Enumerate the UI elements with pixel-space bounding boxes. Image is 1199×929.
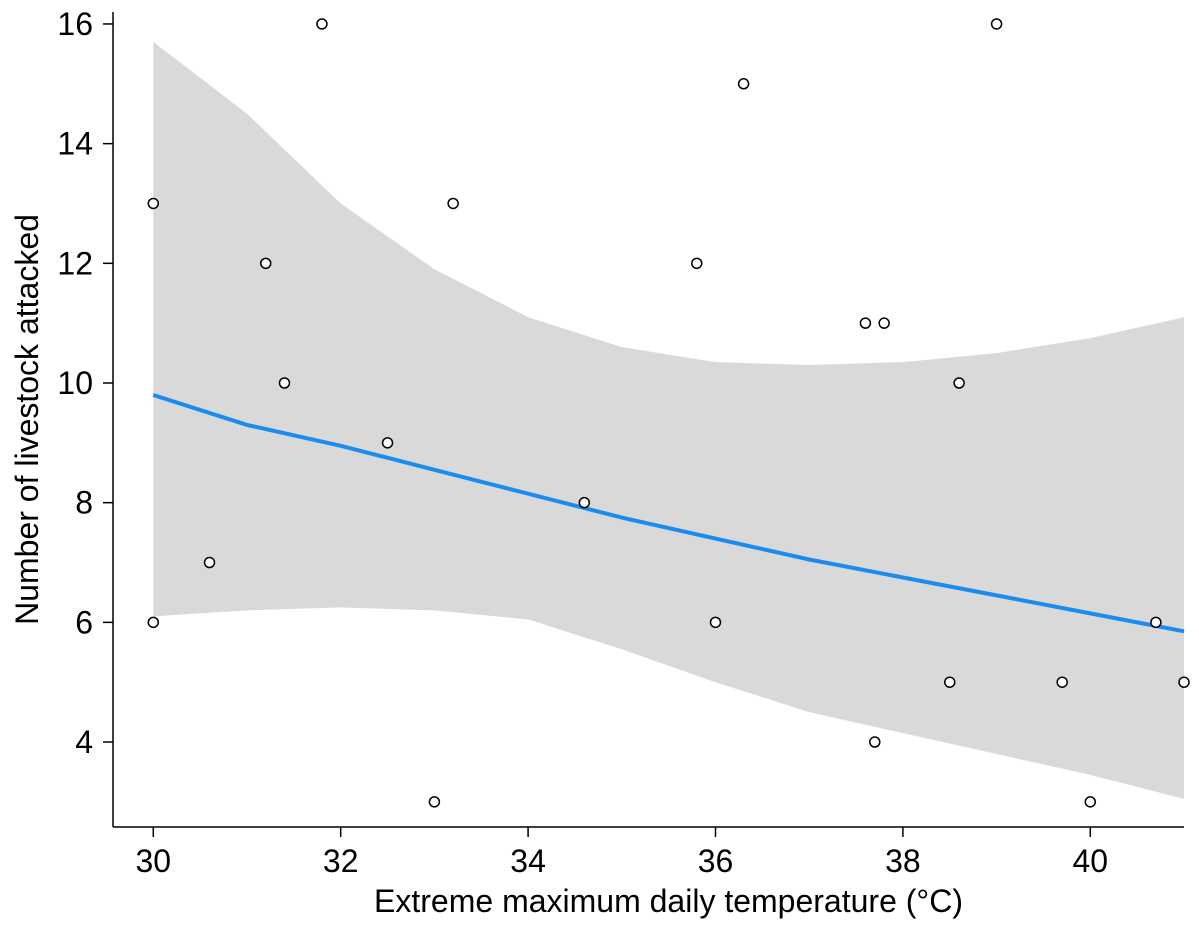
data-point	[943, 676, 956, 688]
y-tick-label: 6	[75, 604, 93, 640]
data-point	[428, 796, 441, 808]
data-point	[447, 197, 459, 210]
data-point	[869, 736, 881, 748]
data-point	[278, 377, 291, 389]
data-point	[316, 18, 328, 30]
data-points	[147, 18, 1190, 808]
x-axis-title: Extreme maximum daily temperature (°C)	[374, 883, 963, 919]
data-point	[691, 257, 703, 270]
x-tick-label: 32	[323, 843, 359, 879]
data-point	[259, 257, 272, 270]
x-tick-label: 38	[885, 843, 921, 879]
data-point	[709, 616, 722, 629]
data-point	[578, 496, 591, 509]
x-tick-label: 34	[510, 843, 546, 879]
y-tick-label: 8	[75, 485, 93, 521]
axes: 30 32 34 36 38 40 4 6 8 10 12 14 16	[57, 6, 1184, 879]
x-tick-label: 40	[1073, 843, 1109, 879]
y-axis-title: Number of livestock attacked	[9, 214, 45, 625]
data-point	[859, 317, 872, 329]
x-tick-label: 30	[135, 843, 171, 879]
data-point	[878, 317, 890, 329]
data-point	[1178, 676, 1190, 688]
confidence-band	[153, 41, 1184, 799]
data-point	[1084, 796, 1097, 808]
y-tick-label: 16	[57, 6, 93, 42]
data-point	[203, 556, 216, 569]
data-point	[1150, 616, 1162, 629]
y-tick-label: 14	[57, 126, 93, 162]
data-point	[1056, 676, 1068, 688]
x-tick-label: 36	[698, 843, 734, 879]
data-point	[990, 18, 1003, 30]
y-tick-label: 10	[57, 365, 93, 401]
data-point	[953, 377, 965, 389]
data-point	[737, 78, 750, 90]
y-tick-label: 12	[57, 245, 93, 281]
data-point	[147, 197, 160, 210]
data-point	[147, 616, 160, 629]
y-axis-ticks: 4 6 8 10 12 14 16	[57, 6, 113, 760]
y-tick-label: 4	[75, 724, 93, 760]
data-point	[381, 437, 394, 449]
x-axis-ticks: 30 32 34 36 38 40	[135, 827, 1108, 879]
plot-area	[147, 18, 1190, 808]
fit-line	[152, 393, 1185, 634]
